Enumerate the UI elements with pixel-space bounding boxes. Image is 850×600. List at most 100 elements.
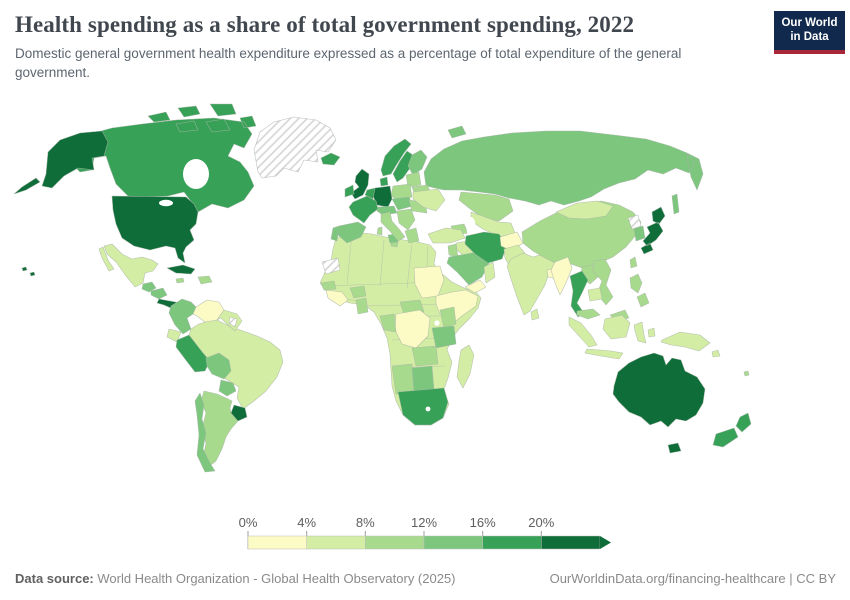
page-title: Health spending as a share of total gove…	[15, 12, 635, 37]
country-uruguay[interactable]	[230, 404, 248, 422]
country-taiwan[interactable]	[629, 256, 638, 269]
legend-tick-label-3: 12%	[411, 515, 437, 530]
country-new-zealand[interactable]	[712, 412, 752, 448]
country-portugal[interactable]	[330, 225, 340, 242]
country-nicaragua[interactable]	[150, 287, 168, 300]
country-oman[interactable]	[483, 261, 496, 284]
country-mexico[interactable]	[98, 243, 159, 288]
country-madagascar[interactable]	[456, 344, 475, 389]
owid-link[interactable]: OurWorldinData.org/financing-healthcare	[549, 571, 786, 586]
legend-bin-0-4[interactable]	[247, 535, 307, 550]
country-botswana[interactable]	[411, 365, 435, 393]
country-western-sahara[interactable]	[321, 257, 341, 275]
country-alaska[interactable]	[13, 130, 109, 195]
country-papua-new-guinea[interactable]	[660, 331, 721, 358]
legend-tick-label-0: 0%	[239, 515, 258, 530]
country-myanmar[interactable]	[550, 256, 573, 296]
hudson-bay	[183, 159, 209, 189]
country-greenland[interactable]	[253, 116, 337, 179]
country-norway[interactable]	[380, 138, 412, 177]
legend-bin-12-16[interactable]	[423, 535, 483, 550]
country-mongolia[interactable]	[555, 200, 614, 220]
country-balkans[interactable]	[396, 208, 416, 231]
attribution: OurWorldinData.org/financing-healthcare …	[549, 571, 836, 586]
legend-bin-20-plus[interactable]	[541, 535, 601, 550]
legend-tick-label-5: 20%	[528, 515, 554, 530]
country-north-korea[interactable]	[627, 214, 642, 230]
country-united-kingdom[interactable]	[350, 168, 370, 200]
country-ukraine[interactable]	[412, 188, 446, 212]
country-france[interactable]	[348, 195, 379, 224]
country-south-africa[interactable]	[397, 387, 449, 426]
country-russia[interactable]	[423, 125, 704, 215]
country-canada[interactable]	[69, 103, 257, 213]
country-paraguay[interactable]	[218, 379, 237, 397]
legend-bin-4-8[interactable]	[306, 535, 366, 550]
country-namibia[interactable]	[391, 363, 415, 395]
legend-arrow[interactable]	[600, 536, 611, 549]
country-denmark[interactable]	[379, 176, 389, 187]
country-hawaii[interactable]	[21, 266, 36, 277]
map-legend: 0% 4% 8% 12% 16% 20%	[239, 515, 611, 550]
legend-bin-8-12[interactable]	[365, 535, 425, 550]
country-suriname[interactable]	[228, 316, 238, 328]
country-ghana[interactable]	[355, 297, 369, 315]
lesotho	[425, 406, 431, 412]
country-turkey[interactable]	[427, 227, 466, 244]
country-finland[interactable]	[407, 149, 428, 176]
country-bolivia[interactable]	[205, 352, 232, 380]
owid-logo-text: Our World in Data	[774, 11, 845, 50]
caspian-sea	[466, 217, 476, 237]
owid-logo[interactable]: Our World in Data	[774, 11, 845, 54]
country-burkina-faso[interactable]	[349, 285, 367, 299]
country-senegal[interactable]	[320, 280, 337, 291]
country-guatemala[interactable]	[141, 281, 157, 293]
data-source-label: Data source:	[15, 571, 94, 586]
country-kenya[interactable]	[439, 306, 457, 329]
legend-bin-16-20[interactable]	[482, 535, 542, 550]
country-israel-jordan[interactable]	[447, 243, 459, 258]
country-cambodia[interactable]	[587, 287, 603, 302]
country-jamaica[interactable]	[175, 277, 185, 284]
country-yemen[interactable]	[464, 279, 487, 294]
country-india[interactable]	[506, 252, 557, 316]
chart-footer: Data source: World Health Organization -…	[15, 571, 836, 586]
country-drc[interactable]	[394, 309, 431, 349]
country-cuba[interactable]	[166, 264, 196, 275]
country-colombia[interactable]	[168, 298, 197, 335]
country-kazakhstan[interactable]	[458, 191, 514, 222]
country-south-korea[interactable]	[633, 225, 646, 242]
legend-tick-label-1: 4%	[297, 515, 316, 530]
chart-header: Health spending as a share of total gove…	[15, 12, 765, 83]
country-philippines[interactable]	[629, 273, 650, 308]
country-indonesia[interactable]	[568, 314, 656, 360]
country-japan[interactable]	[640, 206, 666, 255]
legend-tick-label-2: 8%	[356, 515, 375, 530]
country-greece[interactable]	[404, 227, 420, 244]
country-gabon-congo[interactable]	[379, 313, 397, 333]
country-tanzania[interactable]	[431, 325, 457, 349]
country-zambia[interactable]	[411, 345, 439, 367]
data-source: Data source: World Health Organization -…	[15, 571, 456, 586]
country-hispaniola[interactable]	[197, 275, 213, 285]
country-thailand[interactable]	[569, 270, 589, 318]
license-badge[interactable]: CC BY	[796, 571, 836, 586]
chart-subtitle: Domestic general government health expen…	[15, 46, 682, 80]
legend-tick-label-4: 16%	[470, 515, 496, 530]
country-sri-lanka[interactable]	[530, 308, 540, 321]
data-source-text: World Health Organization - Global Healt…	[93, 571, 456, 586]
country-iran[interactable]	[464, 231, 508, 264]
country-italy[interactable]	[376, 211, 406, 248]
country-chile[interactable]	[194, 392, 216, 473]
country-ireland[interactable]	[344, 184, 355, 198]
country-iceland[interactable]	[320, 152, 341, 166]
country-australia[interactable]	[612, 352, 706, 454]
country-baltic-states[interactable]	[405, 171, 422, 188]
lake-victoria	[434, 320, 440, 326]
great-lakes	[159, 199, 173, 207]
country-guinea-region[interactable]	[325, 289, 349, 307]
country-united-states[interactable]	[111, 195, 199, 264]
country-fiji[interactable]	[743, 370, 750, 377]
